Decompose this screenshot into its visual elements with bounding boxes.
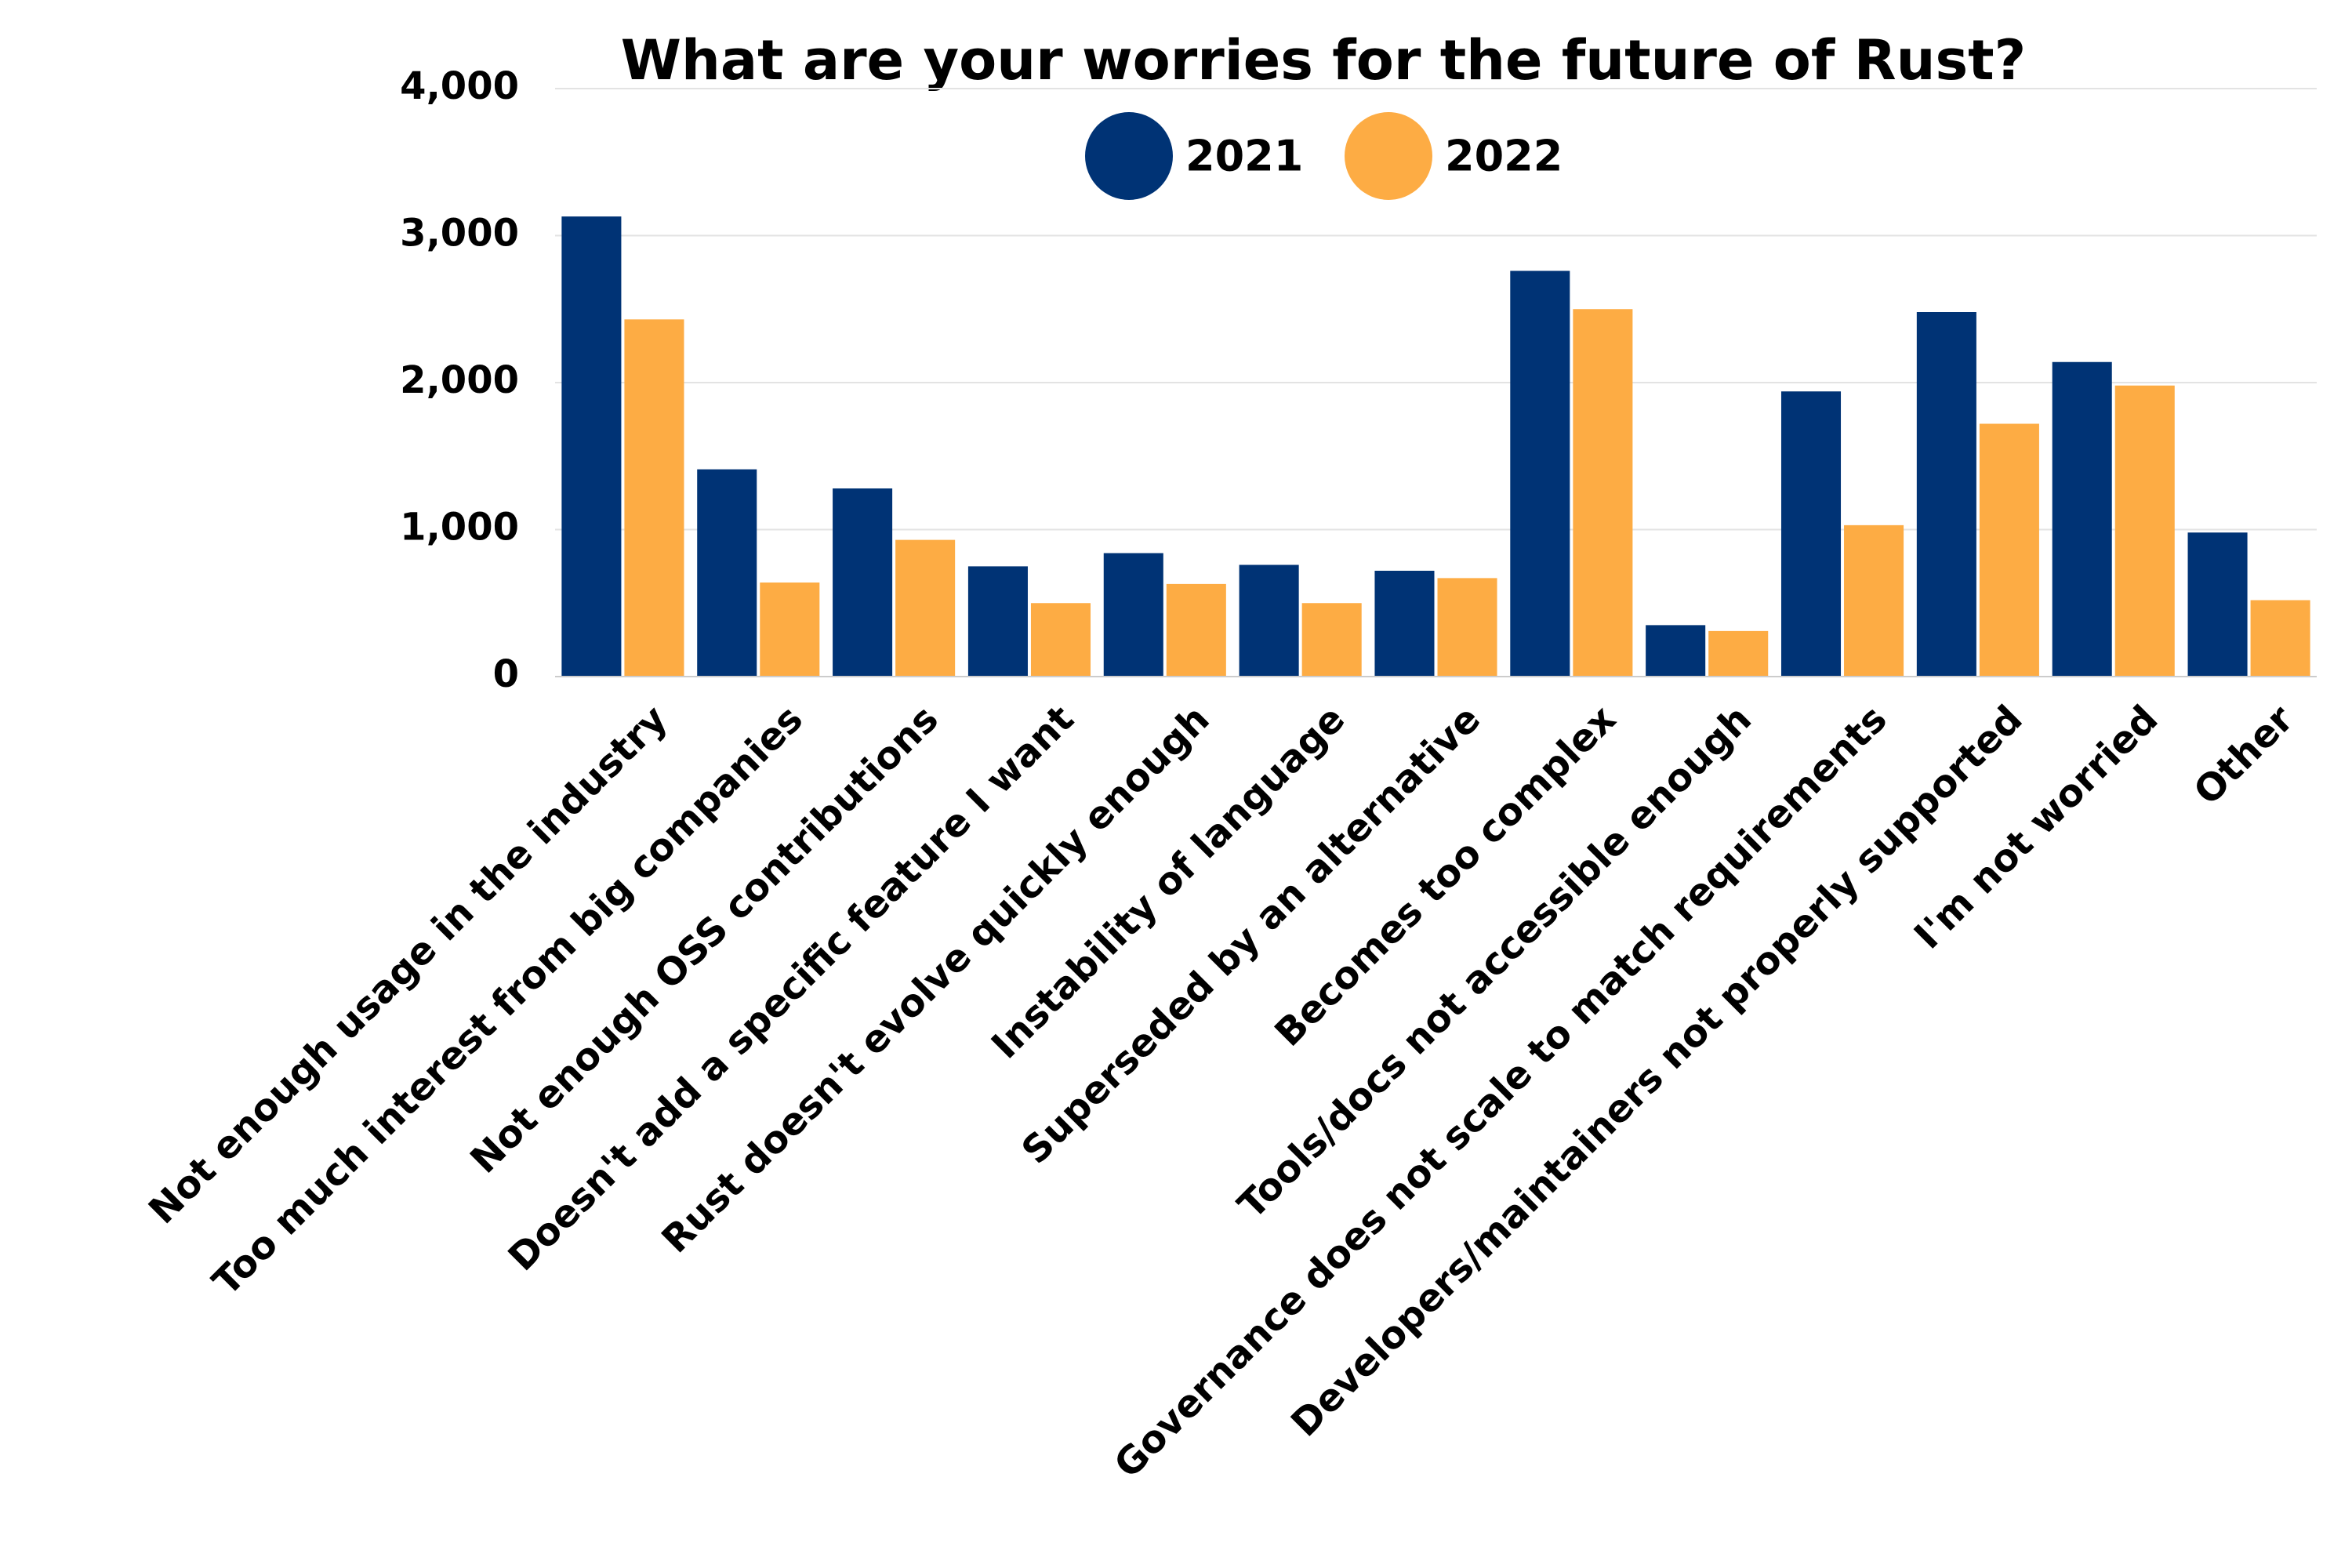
bar bbox=[1166, 583, 1226, 677]
y-tick-label: 3,000 bbox=[400, 212, 519, 256]
bar bbox=[1646, 625, 1706, 677]
bar bbox=[1437, 578, 1497, 677]
bar bbox=[760, 583, 820, 677]
x-tick-label: I'm not worried bbox=[1906, 697, 2166, 957]
bar bbox=[1239, 564, 1299, 677]
bar bbox=[1573, 309, 1633, 677]
y-tick-label: 2,000 bbox=[400, 358, 519, 402]
bar bbox=[1510, 270, 1570, 677]
x-tick-label: Tools/docs not accessible enough bbox=[1229, 697, 1759, 1227]
y-tick-label: 1,000 bbox=[400, 506, 519, 550]
bar bbox=[2114, 385, 2175, 677]
bar bbox=[2250, 600, 2310, 677]
bar bbox=[561, 216, 622, 677]
x-tick-label: Not enough OSS contributions bbox=[462, 697, 947, 1182]
bar bbox=[833, 488, 893, 677]
bar bbox=[697, 469, 757, 677]
bar bbox=[2052, 361, 2112, 677]
bar bbox=[967, 566, 1028, 677]
bar bbox=[1301, 603, 1362, 677]
y-tick-label: 4,000 bbox=[400, 64, 519, 108]
bar bbox=[1030, 603, 1091, 677]
bar bbox=[1979, 423, 2039, 677]
bar bbox=[1708, 630, 1769, 677]
legend-swatch bbox=[1085, 112, 1173, 200]
legend-swatch bbox=[1345, 112, 1432, 200]
bar bbox=[1844, 524, 1904, 677]
bar bbox=[1916, 312, 1976, 677]
bar bbox=[1374, 571, 1435, 677]
bar bbox=[2187, 532, 2248, 677]
bar bbox=[1780, 391, 1842, 677]
x-tick-label: Other bbox=[2186, 697, 2303, 814]
bar bbox=[1103, 553, 1163, 677]
y-tick-label: 0 bbox=[493, 652, 519, 696]
legend-label: 2021 bbox=[1185, 132, 1303, 181]
legend-label: 2022 bbox=[1445, 132, 1563, 181]
chart-title: What are your worries for the future of … bbox=[621, 28, 2026, 93]
bar bbox=[895, 539, 956, 677]
bar bbox=[624, 319, 684, 677]
